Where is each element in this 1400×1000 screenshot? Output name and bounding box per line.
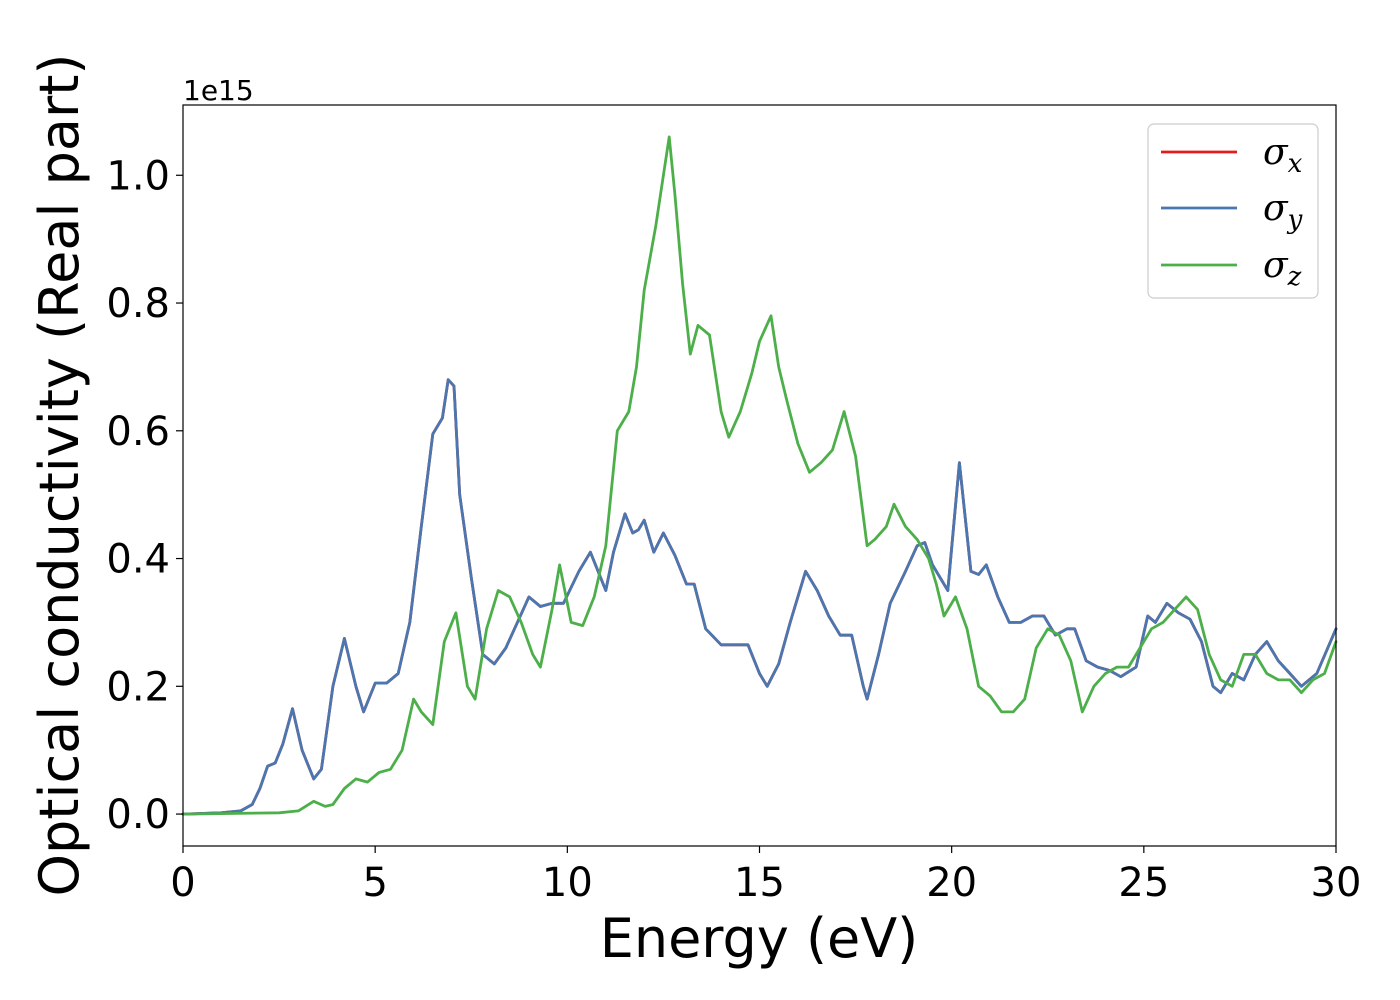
y-axis: 0.0 0.2 0.4 0.6 0.8 1.0 bbox=[106, 153, 183, 838]
legend: σx σy σz bbox=[1147, 123, 1319, 299]
legend-label-y: σy bbox=[1263, 188, 1303, 235]
y-tick-label: 0.0 bbox=[106, 792, 170, 838]
legend-label-x: σx bbox=[1263, 132, 1303, 179]
legend-label-z: σz bbox=[1263, 245, 1302, 292]
series-line-z bbox=[181, 135, 1338, 816]
x-tick-label: 20 bbox=[926, 860, 977, 906]
x-tick-label: 30 bbox=[1311, 860, 1362, 906]
y-tick-label: 0.4 bbox=[106, 537, 170, 583]
x-tick-label: 15 bbox=[734, 860, 785, 906]
series-line-y bbox=[181, 378, 1338, 816]
x-tick-label: 10 bbox=[542, 860, 593, 906]
x-axis-title: Energy (eV) bbox=[600, 907, 919, 970]
legend-box bbox=[1147, 123, 1319, 299]
y-offset-text: 1e15 bbox=[183, 74, 254, 107]
y-axis-title: Optical conductivity (Real part) bbox=[28, 54, 91, 897]
series-layer bbox=[181, 135, 1338, 816]
y-tick-label: 0.6 bbox=[106, 409, 170, 455]
x-tick-label: 0 bbox=[170, 860, 195, 906]
x-axis: 0 5 10 15 20 25 30 bbox=[170, 846, 1361, 906]
y-tick-label: 1.0 bbox=[106, 153, 170, 199]
y-tick-label: 0.2 bbox=[106, 664, 170, 710]
x-tick-label: 5 bbox=[362, 860, 387, 906]
plot-area bbox=[183, 105, 1336, 846]
x-tick-label: 25 bbox=[1118, 860, 1169, 906]
y-tick-label: 0.8 bbox=[106, 281, 170, 327]
